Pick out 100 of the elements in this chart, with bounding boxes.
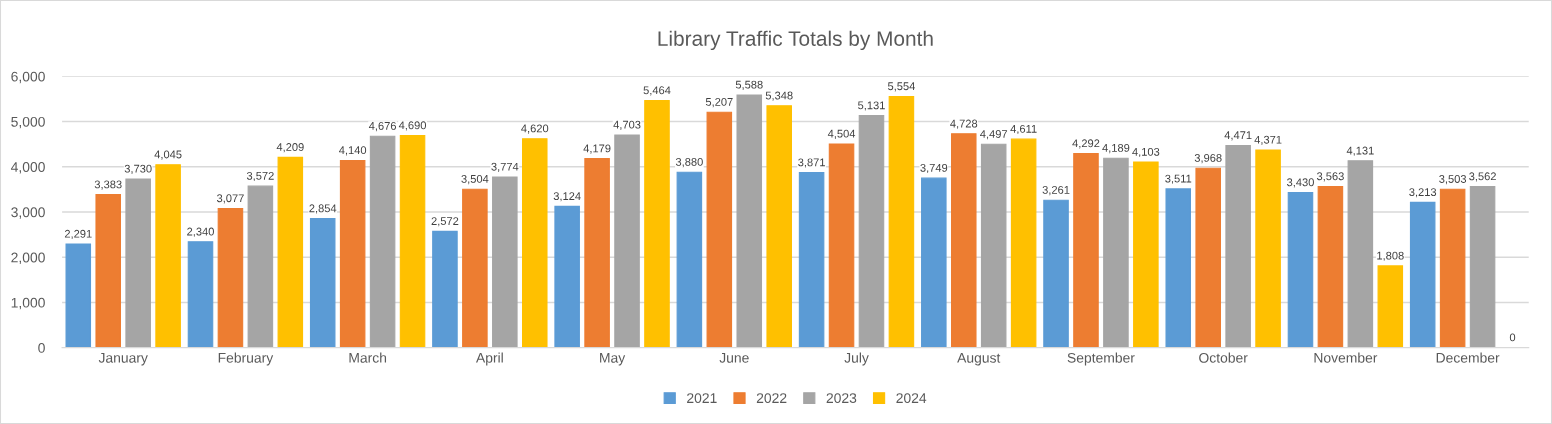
x-tick-label: January (98, 353, 148, 366)
bar (1317, 185, 1344, 348)
bar (339, 159, 366, 348)
x-tick-label: November (1314, 352, 1378, 363)
data-label: 3,871 (798, 158, 825, 168)
x-tick-label: July (844, 352, 869, 366)
bar (1010, 138, 1037, 348)
data-label: 4,189 (1102, 143, 1130, 154)
y-tick-label: 0 (38, 343, 45, 353)
bar (1043, 199, 1069, 348)
data-label: 4,371 (1254, 135, 1282, 145)
bar (95, 194, 121, 348)
data-label: 4,504 (827, 129, 856, 139)
bar (65, 243, 92, 348)
bar (125, 178, 151, 348)
bar (1073, 153, 1099, 348)
legend-label: 2023 (826, 393, 857, 404)
y-tick-label: 5,000 (11, 116, 45, 129)
bar (309, 218, 336, 348)
data-label: 3,968 (1194, 153, 1222, 164)
bar (1377, 265, 1404, 348)
bar (1469, 186, 1496, 348)
bar (798, 172, 825, 348)
x-tick-label: August (957, 353, 1001, 366)
bar (247, 185, 274, 348)
data-label: 4,179 (583, 144, 611, 154)
bar (1103, 157, 1129, 348)
data-label: 5,554 (887, 82, 915, 92)
bar (369, 135, 396, 348)
data-label: 5,348 (765, 91, 793, 101)
bar (521, 138, 548, 348)
y-tick-label: 4,000 (10, 162, 45, 174)
y-tick-label: 1,000 (11, 297, 45, 310)
bar (432, 230, 458, 348)
bar (1255, 149, 1281, 348)
bar (921, 177, 947, 348)
chart-title: Library Traffic Totals by Month (658, 30, 933, 51)
data-label: 3,430 (1287, 178, 1314, 188)
data-label: 5,131 (858, 101, 885, 111)
data-label: 4,103 (1132, 147, 1160, 158)
data-label: 0 (1509, 333, 1516, 342)
data-label: 3,511 (1165, 174, 1192, 184)
data-label: 4,703 (613, 120, 641, 130)
bar (980, 143, 1007, 348)
bar (736, 94, 763, 348)
x-tick-label: September (1067, 352, 1135, 366)
bar (462, 188, 488, 348)
y-tick-label: 2,000 (11, 252, 45, 265)
bar (858, 115, 885, 348)
bar (1347, 160, 1374, 348)
data-label: 3,880 (675, 157, 703, 168)
x-tick-label: February (218, 352, 274, 366)
bar (676, 171, 703, 348)
bar (1409, 201, 1436, 348)
data-label: 5,588 (735, 80, 763, 90)
bar (1195, 167, 1221, 348)
data-label: 4,045 (154, 150, 182, 160)
data-label: 3,774 (491, 162, 519, 172)
x-tick-label: March (349, 352, 387, 363)
bar (187, 241, 214, 348)
data-label: 3,562 (1469, 172, 1496, 182)
x-tick-label: May (600, 353, 626, 366)
data-label: 3,503 (1439, 175, 1467, 185)
data-label: 4,209 (276, 143, 304, 153)
data-label: 5,464 (643, 86, 671, 96)
data-label: 3,563 (1316, 172, 1344, 182)
data-label: 3,261 (1042, 185, 1070, 196)
data-label: 4,292 (1072, 139, 1100, 149)
data-label: 4,611 (1010, 124, 1037, 135)
bar (1287, 191, 1314, 348)
legend-label: 2024 (896, 393, 927, 404)
bar (584, 158, 610, 348)
bar (492, 176, 518, 348)
bar (554, 205, 580, 348)
data-label: 4,497 (980, 130, 1008, 140)
x-tick-label: April (475, 352, 503, 366)
data-label: 2,291 (64, 229, 92, 240)
data-label: 4,676 (368, 121, 397, 132)
bar (1225, 144, 1251, 348)
data-label: 3,077 (216, 194, 244, 204)
data-label: 4,620 (521, 124, 549, 134)
data-label: 4,690 (398, 121, 427, 131)
data-label: 4,728 (950, 119, 978, 129)
legend-label: 2022 (756, 393, 787, 404)
data-label: 3,124 (553, 192, 581, 202)
data-label: 4,471 (1224, 131, 1252, 141)
data-label: 4,140 (339, 146, 367, 156)
data-label: 3,213 (1409, 188, 1437, 198)
data-label: 5,207 (705, 97, 733, 108)
bar (706, 111, 733, 348)
data-label: 3,383 (94, 180, 122, 190)
bar (950, 133, 977, 348)
x-tick-label: October (1199, 352, 1248, 363)
bar (217, 207, 244, 348)
x-tick-label: June (719, 353, 749, 363)
data-label: 1,808 (1377, 251, 1404, 261)
bar (614, 134, 640, 348)
bar (1439, 188, 1466, 348)
bar (644, 100, 670, 348)
bar (766, 105, 792, 348)
